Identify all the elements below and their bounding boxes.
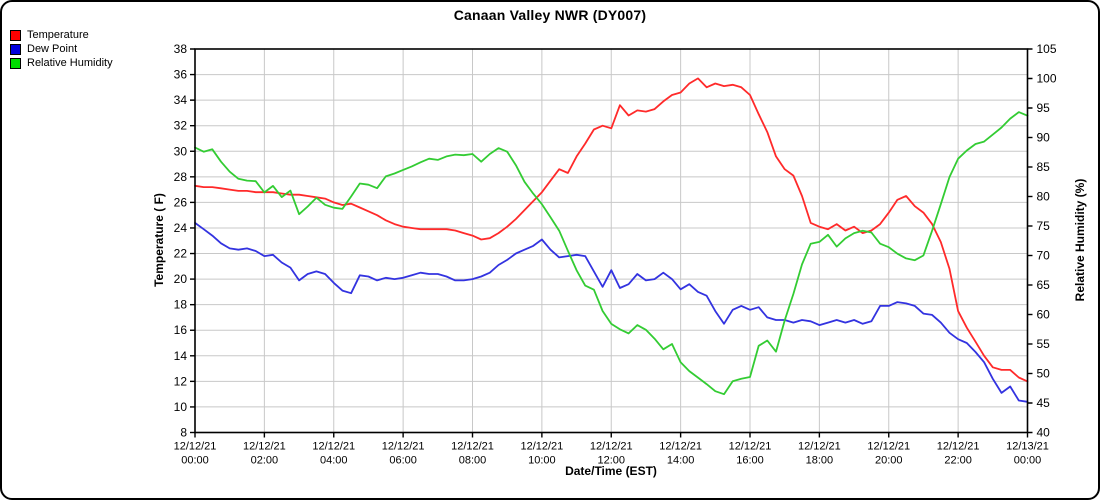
legend: Temperature Dew Point Relative Humidity (10, 29, 113, 71)
right-tick-label: 60 (1037, 308, 1051, 322)
legend-item-dew-point: Dew Point (10, 43, 113, 56)
left-tick-label: 30 (174, 144, 188, 158)
right-tick-label: 90 (1037, 131, 1051, 145)
left-tick-label: 8 (180, 426, 187, 440)
x-tick-date-label: 12/12/21 (451, 441, 494, 453)
temperature-swatch-icon (10, 30, 21, 41)
x-tick-date-label: 12/12/21 (312, 441, 355, 453)
x-tick-time-label: 20:00 (875, 455, 903, 467)
x-tick-time-label: 06:00 (389, 455, 417, 467)
x-axis-title: Date/Time (EST) (565, 464, 657, 478)
x-tick-date-label: 12/12/21 (659, 441, 702, 453)
left-tick-label: 34 (174, 93, 188, 107)
x-tick-time-label: 00:00 (181, 455, 209, 467)
right-tick-label: 65 (1037, 278, 1051, 292)
left-tick-label: 36 (174, 68, 188, 82)
right-tick-label: 50 (1037, 367, 1051, 381)
left-tick-label: 38 (174, 42, 188, 56)
left-tick-label: 20 (174, 272, 188, 286)
x-tick-date-label: 12/12/21 (243, 441, 286, 453)
x-tick-date-label: 12/12/21 (382, 441, 425, 453)
right-tick-label: 70 (1037, 249, 1051, 263)
x-tick-time-label: 02:00 (251, 455, 279, 467)
x-tick-time-label: 18:00 (806, 455, 834, 467)
right-tick-label: 75 (1037, 219, 1051, 233)
x-tick-date-label: 12/12/21 (937, 441, 980, 453)
x-tick-time-label: 12:00 (597, 455, 625, 467)
right-tick-label: 80 (1037, 190, 1051, 204)
left-tick-label: 26 (174, 195, 188, 209)
x-tick-date-label: 12/13/21 (1006, 441, 1049, 453)
left-tick-label: 16 (174, 323, 188, 337)
x-tick-time-label: 16:00 (736, 455, 764, 467)
right-tick-label: 85 (1037, 160, 1051, 174)
legend-item-temperature: Temperature (10, 29, 113, 42)
dew-point-line (194, 221, 1029, 403)
left-tick-label: 32 (174, 119, 188, 133)
left-tick-label: 14 (174, 349, 188, 363)
relative-humidity-line (194, 111, 1029, 396)
x-tick-date-label: 12/12/21 (174, 441, 217, 453)
left-tick-label: 12 (174, 374, 188, 388)
relative-humidity-swatch-icon (10, 58, 21, 69)
x-tick-date-label: 12/12/21 (590, 441, 633, 453)
right-tick-label: 105 (1037, 42, 1057, 56)
x-tick-date-label: 12/12/21 (729, 441, 772, 453)
right-tick-label: 95 (1037, 101, 1051, 115)
x-tick-date-label: 12/12/21 (867, 441, 910, 453)
x-tick-time-label: 22:00 (944, 455, 972, 467)
temperature-line (194, 77, 1029, 383)
legend-label-dew-point: Dew Point (27, 43, 78, 55)
x-tick-time-label: 14:00 (667, 455, 695, 467)
legend-label-temperature: Temperature (27, 29, 89, 41)
x-tick-date-label: 12/12/21 (520, 441, 563, 453)
left-tick-label: 18 (174, 298, 188, 312)
x-tick-time-label: 04:00 (320, 455, 348, 467)
legend-label-relative-humidity: Relative Humidity (27, 57, 113, 69)
right-tick-label: 55 (1037, 337, 1051, 351)
dew-point-swatch-icon (10, 44, 21, 55)
chart-title: Canaan Valley NWR (DY007) (453, 7, 647, 23)
right-tick-label: 45 (1037, 396, 1051, 410)
left-axis-title: Temperature ( F) (152, 193, 166, 287)
x-tick-time-label: 00:00 (1014, 455, 1042, 467)
x-tick-time-label: 08:00 (459, 455, 487, 467)
left-tick-label: 10 (174, 400, 188, 414)
right-tick-label: 100 (1037, 72, 1057, 86)
left-tick-label: 22 (174, 247, 188, 261)
left-tick-label: 24 (174, 221, 188, 235)
x-tick-time-label: 10:00 (528, 455, 556, 467)
right-axis-title: Relative Humidity (%) (1073, 178, 1087, 302)
x-tick-date-label: 12/12/21 (798, 441, 841, 453)
left-tick-label: 28 (174, 170, 188, 184)
right-tick-label: 40 (1037, 426, 1051, 440)
legend-item-relative-humidity: Relative Humidity (10, 57, 113, 70)
